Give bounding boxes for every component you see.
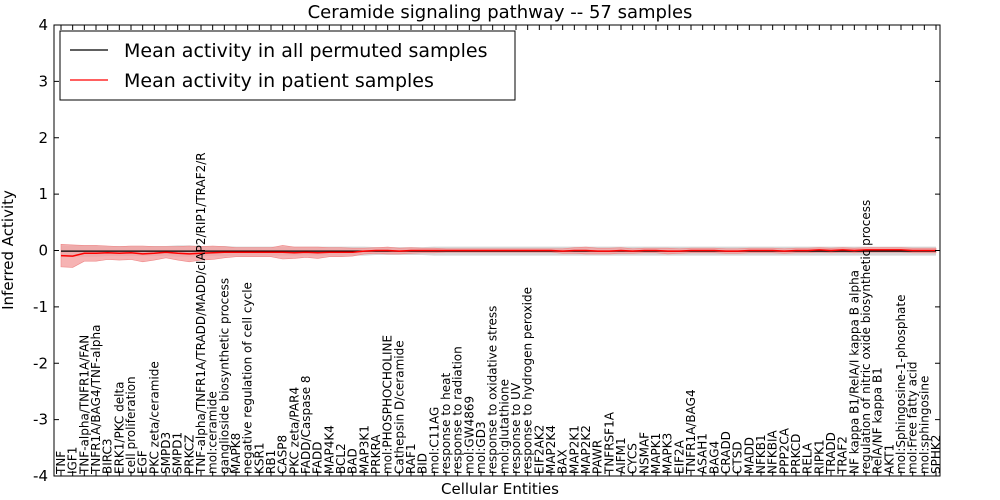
x-tick-label: EGF [136, 450, 150, 474]
x-tick-label: MAP2K4 [544, 425, 558, 474]
x-tick-label: mol:Sphingosine-1-phosphate [894, 295, 908, 475]
y-tick-label: -4 [33, 467, 48, 485]
x-tick-label: CRADD [719, 431, 733, 474]
x-tick-label: cell proliferation [124, 376, 138, 474]
x-tick-label: MAP2K2 [579, 425, 593, 474]
y-tick-label: 3 [38, 72, 48, 90]
x-tick-label: SMPD1 [171, 432, 185, 474]
legend-box [59, 30, 516, 101]
y-tick-label: 0 [38, 242, 48, 260]
y-tick-label: 4 [38, 16, 48, 34]
x-tick-label: MAPK8 [229, 433, 243, 474]
x-tick-label: ERK1/PKC delta [112, 381, 126, 474]
x-tick-label: EIF2AK2 [532, 425, 546, 474]
legend-label-patient: Mean activity in patient samples [124, 70, 434, 92]
x-tick-label: mol:sphingosine [917, 376, 931, 474]
x-tick-label: TRADD [824, 432, 838, 475]
x-tick-label: negative regulation of cell cycle [241, 282, 255, 474]
patient-mean-line [60, 249, 936, 257]
x-tick-label: MADD [742, 437, 756, 474]
x-tick-label: BAD [346, 448, 360, 474]
x-tick-label: AIFM1 [614, 437, 628, 474]
x-tick-label: BCL2 [334, 443, 348, 474]
x-tick-label: CYCS [626, 443, 640, 474]
x-tick-label: MAP2K1 [567, 425, 581, 474]
x-tick-label: PKC zeta/PAR4 [287, 387, 301, 474]
x-tick-label: MAPK1 [649, 433, 663, 474]
x-tick-label: Cathepsin D/ceramide [392, 340, 406, 474]
y-axis-label: Inferred Activity [0, 190, 17, 310]
legend-label-permuted: Mean activity in all permuted samples [124, 40, 487, 62]
x-tick-label: MAP3K1 [357, 425, 371, 474]
x-tick-label: FADD/Caspase 8 [299, 375, 313, 474]
x-tick-label: response to hydrogen peroxide [521, 287, 535, 474]
x-tick-label: TNF-alpha/TNFR1A/FAN [77, 335, 91, 475]
x-tick-label: response to heat [439, 372, 453, 474]
x-tick-label: RAF1 [404, 443, 418, 474]
x-tick-label: NFKBIA [766, 429, 780, 474]
y-tick-label: -3 [33, 411, 48, 429]
x-tick-label: SPHK2 [929, 435, 943, 474]
x-tick-label: PKC zeta/ceramide [147, 361, 161, 474]
x-tick-label: FADD [311, 442, 325, 475]
x-tick-label: PRKCD [789, 434, 803, 474]
x-tick-label: IGF1 [66, 447, 80, 474]
x-tick-label: response to radiation [451, 346, 465, 474]
x-tick-label: ganglioside biosynthetic process [217, 278, 231, 474]
legend: Mean activity in all permuted samples Me… [59, 30, 516, 101]
x-tick-label: CASP8 [276, 435, 290, 474]
x-tick-label: ASAH1 [696, 433, 710, 474]
x-tick-label: RIPK1 [812, 439, 826, 474]
y-tick-label: -1 [33, 298, 48, 316]
x-tick-label: TNF-alpha/TNFR1A/TRADD/MADD/cIAP2/RIP1/T… [194, 152, 208, 475]
x-tick-label: RELA [801, 442, 815, 474]
x-tick-label: TRAF2 [836, 436, 850, 475]
x-tick-label: regulation of nitric oxide biosynthetic … [859, 200, 873, 474]
x-tick-label: CTSD [731, 441, 745, 474]
x-tick-label: mol:PHOSPHOCHOLINE [381, 335, 395, 474]
x-tick-label: PRKRA [369, 434, 383, 474]
x-tick-label: BID [416, 453, 430, 474]
x-tick-label: BIRC3 [101, 438, 115, 474]
x-tick-label: PAWR [591, 440, 605, 474]
x-tick-label: EIF2A [672, 439, 686, 474]
x-tick-label: TNFR1A/BAG4 [684, 389, 698, 475]
x-tick-label: TNFR1A/BAG4/TNF-alpha [89, 325, 103, 475]
x-tick-label: mol:ceramide [206, 391, 220, 474]
x-tick-label: RB1 [264, 450, 278, 474]
chart-title: Ceramide signaling pathway -- 57 samples [308, 2, 693, 23]
x-tick-label: TNFRSF1A [602, 411, 616, 475]
x-tick-label: mol:GD3 [474, 421, 488, 474]
x-tick-label: TNF [54, 451, 68, 475]
y-tick-label: 2 [38, 129, 48, 147]
x-tick-label: mol:glutathione [497, 379, 511, 474]
x-tick-label: response to oxidative stress [486, 306, 500, 474]
x-tick-label: RelA/NF kappa B1 [871, 367, 885, 474]
x-tick-label: BAG4 [707, 441, 721, 474]
x-tick-label: mol:Free fatty acid [906, 362, 920, 475]
x-tick-label: SMPD3 [159, 432, 173, 474]
x-tick-label: mol:GW4869 [462, 396, 476, 474]
x-tick-label: AKT1 [882, 444, 896, 474]
x-tick-label: KSR1 [252, 443, 266, 474]
x-tick-label: NSMAF [637, 432, 651, 474]
x-tick-label: NFKB1 [754, 434, 768, 474]
x-tick-label: MAP4K4 [322, 425, 336, 474]
x-tick-label: BAX [556, 449, 570, 474]
x-tick-label: NF kappa B1/RelA/I kappa B alpha [847, 270, 861, 474]
x-tick-label: MAPK3 [661, 433, 675, 474]
y-tick-label: 1 [38, 185, 48, 203]
x-tick-label: PPP2CA [777, 427, 791, 474]
x-tick-label: PRKCZ [182, 435, 196, 474]
x-tick-label: mol:C11AG [427, 407, 441, 474]
x-tick-label: response to UV [509, 382, 523, 474]
y-tick-label: -2 [33, 354, 48, 372]
x-axis-label: Cellular Entities [441, 480, 559, 498]
